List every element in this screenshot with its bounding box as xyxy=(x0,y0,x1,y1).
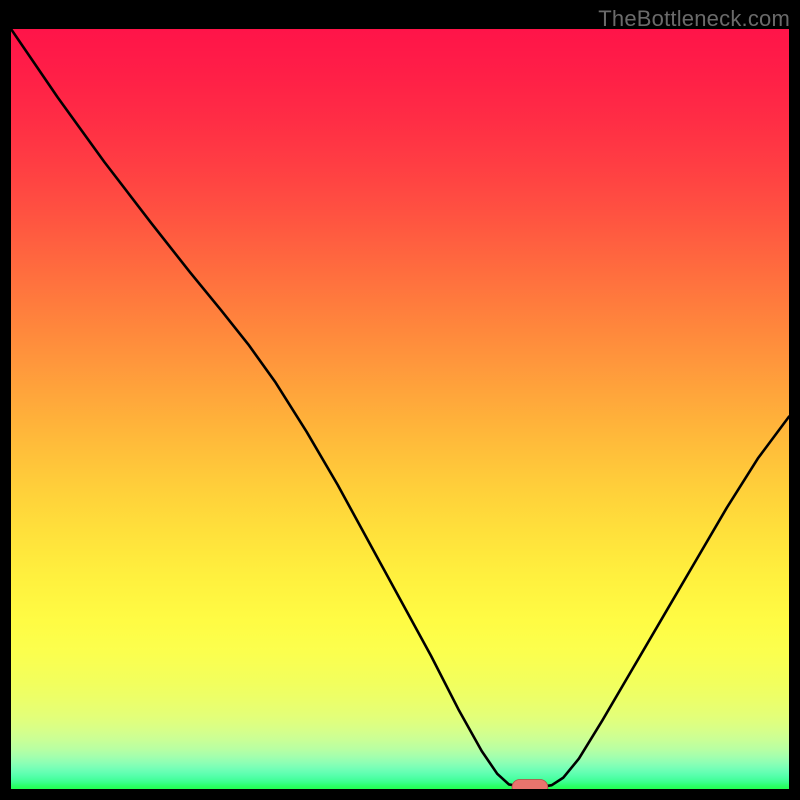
chart-plot-area xyxy=(11,29,789,789)
chart-svg xyxy=(11,29,789,789)
gradient-background xyxy=(11,29,789,789)
minimum-marker xyxy=(512,780,548,790)
chart-frame: TheBottleneck.com xyxy=(0,0,800,800)
